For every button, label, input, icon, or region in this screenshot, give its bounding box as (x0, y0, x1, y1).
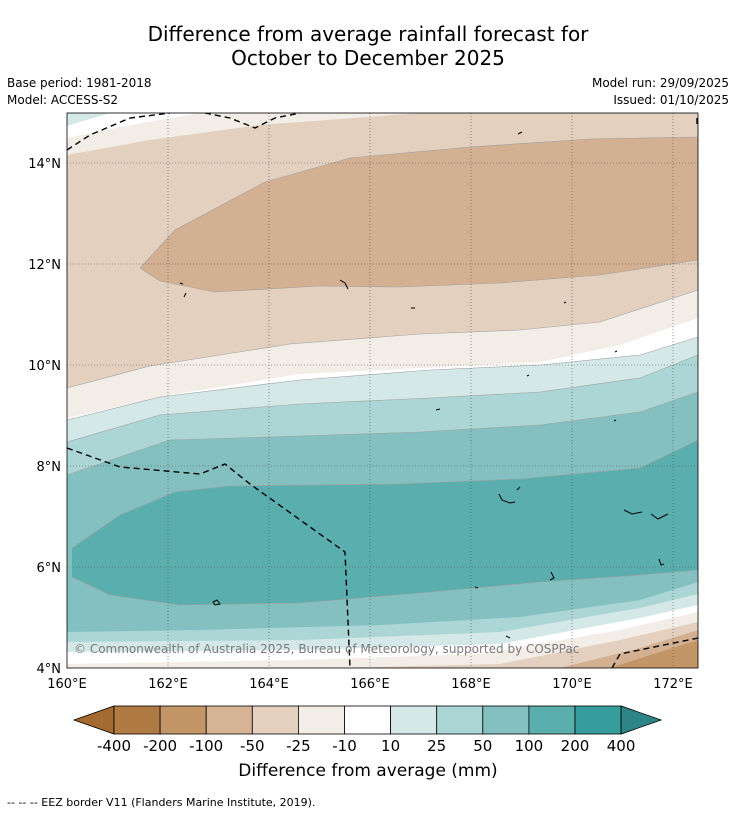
contour-band-10-to-25-wet-north (67, 113, 110, 126)
colorbar: -400 -200 -100 -50 -25 -10 10 25 50 100 200 400 (72, 705, 663, 755)
lat-label: 8°N (37, 460, 62, 475)
colorbar-tick-label: 100 (515, 737, 544, 755)
chart-title: Difference from average rainfall forecas… (0, 22, 736, 70)
lon-label: 160°E (47, 677, 87, 692)
island-outlines (179, 131, 669, 639)
contour-fill-layer (67, 113, 698, 668)
colorbar-segment (436, 705, 484, 735)
colorbar-segment (574, 705, 622, 735)
colorbar-tick-label: -50 (240, 737, 265, 755)
colorbar-tick-label: 200 (561, 737, 590, 755)
lon-label: 168°E (451, 677, 491, 692)
latitude-labels: 14°N 12°N 10°N 8°N 6°N 4°N (28, 157, 61, 677)
base-period: Base period: 1981-2018 (7, 76, 152, 90)
meta-right: Model run: 29/09/2025 Issued: 01/10/2025 (592, 75, 729, 109)
colorbar-segment (297, 705, 345, 735)
title-line-2: October to December 2025 (231, 46, 505, 70)
colorbar-segment (113, 705, 161, 735)
colorbar-tick-label: -25 (286, 737, 311, 755)
longitude-labels: 160°E 162°E 164°E 166°E 168°E 170°E 172°… (47, 677, 693, 692)
contour-band-neutral-north (67, 113, 200, 138)
gridlines (67, 113, 698, 668)
colorbar-segment (528, 705, 576, 735)
colorbar-segment (205, 705, 253, 735)
lat-label: 12°N (28, 258, 61, 273)
model-name: Model: ACCESS-S2 (7, 93, 119, 107)
map-frame (66, 112, 699, 669)
colorbar-tick-label: 10 (381, 737, 400, 755)
colorbar-tick-label: -200 (143, 737, 177, 755)
copyright-notice: © Commonwealth of Australia 2025, Bureau… (74, 642, 579, 656)
eez-border-lines (67, 113, 698, 668)
lon-label: 164°E (249, 677, 289, 692)
colorbar-segment (482, 705, 530, 735)
contour-band-10-to-25-dry-south (67, 612, 698, 668)
colorbar-tick-label: -10 (332, 737, 357, 755)
colorbar-extend-left (72, 705, 115, 735)
lat-label: 6°N (37, 561, 62, 576)
colorbar-tick-label: 25 (427, 737, 446, 755)
colorbar-segment (159, 705, 207, 735)
colorbar-segment (390, 705, 438, 735)
lon-label: 166°E (350, 677, 390, 692)
colorbar-segment (251, 705, 299, 735)
forecast-map: © Commonwealth of Australia 2025, Bureau… (28, 112, 699, 755)
colorbar-title: Difference from average (mm) (238, 761, 498, 781)
colorbar-tick-label: -400 (97, 737, 131, 755)
lat-label: 10°N (28, 359, 61, 374)
model-run: Model run: 29/09/2025 (591, 76, 729, 90)
colorbar-segment (344, 705, 391, 735)
lon-label: 170°E (552, 677, 592, 692)
title-line-1: Difference from average rainfall forecas… (147, 22, 589, 46)
contour-band-50-to-100-dry (140, 137, 698, 292)
meta-left: Base period: 1981-2018 Model: ACCESS-S2 (7, 75, 152, 109)
colorbar-tick-label: -100 (189, 737, 223, 755)
lon-label: 162°E (148, 677, 188, 692)
contour-band-10-to-25-dry-north (67, 113, 420, 155)
lon-label: 172°E (653, 677, 693, 692)
colorbar-extend-right (620, 705, 663, 735)
issued-date: Issued: 01/10/2025 (613, 93, 729, 107)
contour-lines (66, 136, 699, 606)
contour-band-100-to-200-wet (72, 440, 698, 605)
lat-label: 14°N (28, 157, 61, 172)
colorbar-tick-label: 400 (607, 737, 636, 755)
lat-label: 4°N (37, 662, 62, 677)
colorbar-tick-label: 50 (473, 737, 492, 755)
eez-footnote: -- -- -- EEZ border V11 (Flanders Marine… (7, 796, 316, 809)
contour-band-100-to-200-dry-south (610, 640, 698, 668)
